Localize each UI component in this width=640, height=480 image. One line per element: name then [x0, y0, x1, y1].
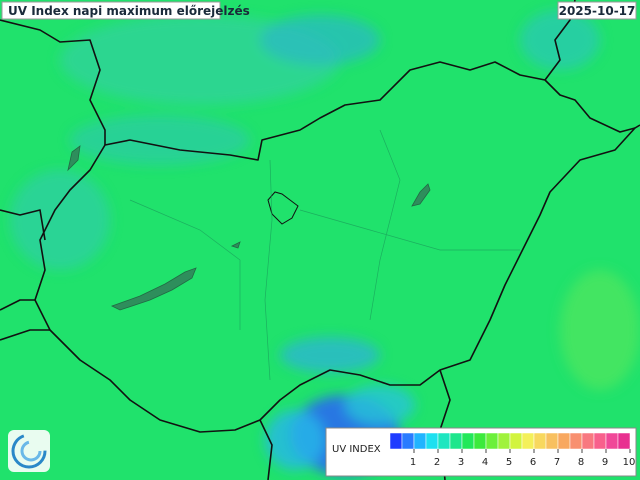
legend-swatch	[425, 432, 439, 450]
legend-swatch	[485, 432, 499, 450]
map-title: UV Index napi maximum előrejelzés	[8, 4, 250, 18]
legend: UV INDEX 1 2 3 4 5 6 7 8 9 10	[325, 427, 637, 477]
legend-tick-label: 4	[482, 457, 488, 468]
uv-patches	[10, 10, 640, 475]
legend-tick-label: 7	[554, 457, 560, 468]
legend-swatch	[413, 432, 427, 450]
legend-swatch	[461, 432, 475, 450]
legend-swatch	[557, 432, 571, 450]
logo	[8, 430, 50, 472]
legend-tick-label: 1	[410, 457, 416, 468]
legend-swatch	[473, 432, 487, 450]
legend-title: UV INDEX	[332, 444, 381, 455]
legend-swatch	[593, 432, 607, 450]
legend-tick-label: 2	[434, 457, 440, 468]
lakes	[67, 145, 431, 311]
legend-swatch	[545, 432, 559, 450]
legend-tick-label: 3	[458, 457, 464, 468]
legend-swatch	[497, 432, 511, 450]
legend-tick-label: 5	[506, 457, 512, 468]
date-box	[557, 1, 637, 20]
legend-swatch	[449, 432, 463, 450]
legend-swatch	[389, 432, 403, 450]
legend-swatch	[605, 432, 619, 450]
date: 2025-10-17	[559, 4, 636, 18]
legend-swatch	[581, 432, 595, 450]
legend-swatch	[617, 432, 631, 450]
legend-tick-label: 8	[578, 457, 584, 468]
legend-tick-label: 10	[623, 457, 636, 468]
title-box	[1, 1, 221, 20]
legend-swatch	[521, 432, 535, 450]
legend-swatch	[401, 432, 415, 450]
legend-swatch	[509, 432, 523, 450]
legend-swatch	[437, 432, 451, 450]
legend-swatch	[533, 432, 547, 450]
legend-swatch	[569, 432, 583, 450]
budapest	[267, 191, 299, 225]
legend-tick-label: 9	[602, 457, 608, 468]
counties	[129, 129, 520, 381]
legend-tick-label: 6	[530, 457, 536, 468]
